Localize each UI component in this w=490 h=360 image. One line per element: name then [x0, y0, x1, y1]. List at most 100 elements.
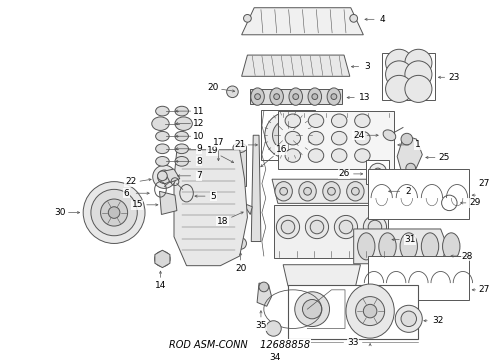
Ellipse shape — [100, 199, 127, 226]
Ellipse shape — [175, 131, 189, 141]
Ellipse shape — [244, 14, 251, 22]
Ellipse shape — [265, 112, 311, 158]
Ellipse shape — [331, 94, 337, 99]
Ellipse shape — [159, 255, 166, 263]
Ellipse shape — [405, 49, 432, 76]
Ellipse shape — [308, 114, 324, 127]
Ellipse shape — [83, 182, 145, 243]
Ellipse shape — [339, 220, 353, 234]
Ellipse shape — [401, 133, 413, 145]
Text: 15: 15 — [131, 200, 143, 209]
Bar — [368, 169, 468, 219]
Text: 23: 23 — [448, 73, 460, 82]
Text: 26: 26 — [338, 170, 350, 179]
Bar — [368, 256, 468, 301]
Ellipse shape — [312, 94, 318, 99]
Bar — [261, 110, 315, 160]
Text: 27: 27 — [478, 179, 490, 188]
Text: 28: 28 — [461, 252, 472, 261]
Text: 10: 10 — [194, 132, 205, 141]
Polygon shape — [283, 265, 361, 286]
Ellipse shape — [259, 282, 269, 292]
Ellipse shape — [375, 188, 383, 195]
Ellipse shape — [355, 131, 370, 145]
Ellipse shape — [369, 163, 387, 181]
Ellipse shape — [331, 149, 347, 162]
Ellipse shape — [293, 94, 298, 99]
Text: 22: 22 — [125, 177, 136, 186]
Ellipse shape — [299, 182, 316, 201]
Text: 30: 30 — [54, 208, 66, 217]
Ellipse shape — [374, 168, 382, 176]
Ellipse shape — [379, 233, 396, 260]
Ellipse shape — [323, 182, 340, 201]
Ellipse shape — [308, 88, 321, 105]
Ellipse shape — [401, 311, 416, 327]
Bar — [366, 160, 390, 184]
Polygon shape — [354, 229, 447, 264]
Ellipse shape — [175, 157, 189, 166]
Ellipse shape — [386, 75, 413, 102]
Ellipse shape — [383, 130, 396, 141]
Ellipse shape — [227, 86, 238, 98]
Text: 12: 12 — [194, 119, 205, 128]
Ellipse shape — [305, 215, 329, 239]
Ellipse shape — [370, 182, 388, 201]
Ellipse shape — [156, 131, 169, 141]
Ellipse shape — [400, 233, 417, 260]
Text: 1: 1 — [415, 140, 420, 149]
Ellipse shape — [275, 182, 293, 201]
Ellipse shape — [255, 94, 261, 99]
Text: 20: 20 — [207, 84, 219, 93]
Ellipse shape — [308, 149, 324, 162]
Polygon shape — [251, 135, 261, 242]
Text: 19: 19 — [207, 146, 219, 155]
Bar — [382, 53, 435, 99]
Ellipse shape — [233, 143, 246, 153]
Text: 6: 6 — [124, 189, 129, 198]
Ellipse shape — [152, 117, 169, 130]
Text: 33: 33 — [347, 338, 359, 347]
Text: 27: 27 — [478, 285, 490, 294]
Ellipse shape — [158, 170, 171, 184]
Ellipse shape — [331, 114, 347, 127]
Ellipse shape — [442, 233, 460, 260]
Ellipse shape — [156, 106, 169, 116]
Ellipse shape — [347, 182, 364, 201]
Ellipse shape — [175, 144, 189, 154]
Text: 31: 31 — [404, 235, 416, 244]
Ellipse shape — [304, 188, 312, 195]
Polygon shape — [155, 250, 170, 267]
Ellipse shape — [161, 174, 167, 180]
Text: 11: 11 — [194, 107, 205, 116]
Ellipse shape — [328, 188, 335, 195]
Bar — [250, 89, 342, 104]
Text: 4: 4 — [380, 15, 386, 24]
Ellipse shape — [364, 304, 377, 318]
Ellipse shape — [281, 220, 295, 234]
Ellipse shape — [175, 106, 189, 116]
Polygon shape — [174, 150, 247, 266]
Bar — [233, 148, 246, 186]
Ellipse shape — [153, 165, 176, 188]
Ellipse shape — [421, 233, 439, 260]
Ellipse shape — [235, 238, 246, 249]
Text: 14: 14 — [155, 282, 166, 291]
Text: 16: 16 — [275, 145, 287, 154]
Ellipse shape — [356, 297, 385, 325]
Ellipse shape — [386, 49, 413, 76]
Ellipse shape — [155, 251, 170, 267]
Ellipse shape — [355, 149, 370, 162]
Text: 35: 35 — [255, 321, 267, 330]
Ellipse shape — [156, 157, 169, 166]
Polygon shape — [242, 8, 364, 35]
Ellipse shape — [281, 129, 295, 142]
Ellipse shape — [406, 163, 416, 173]
Ellipse shape — [310, 220, 324, 234]
Ellipse shape — [358, 233, 375, 260]
Ellipse shape — [346, 284, 394, 338]
Text: 24: 24 — [353, 131, 364, 140]
Ellipse shape — [327, 88, 341, 105]
Ellipse shape — [158, 171, 167, 181]
Polygon shape — [164, 169, 180, 183]
